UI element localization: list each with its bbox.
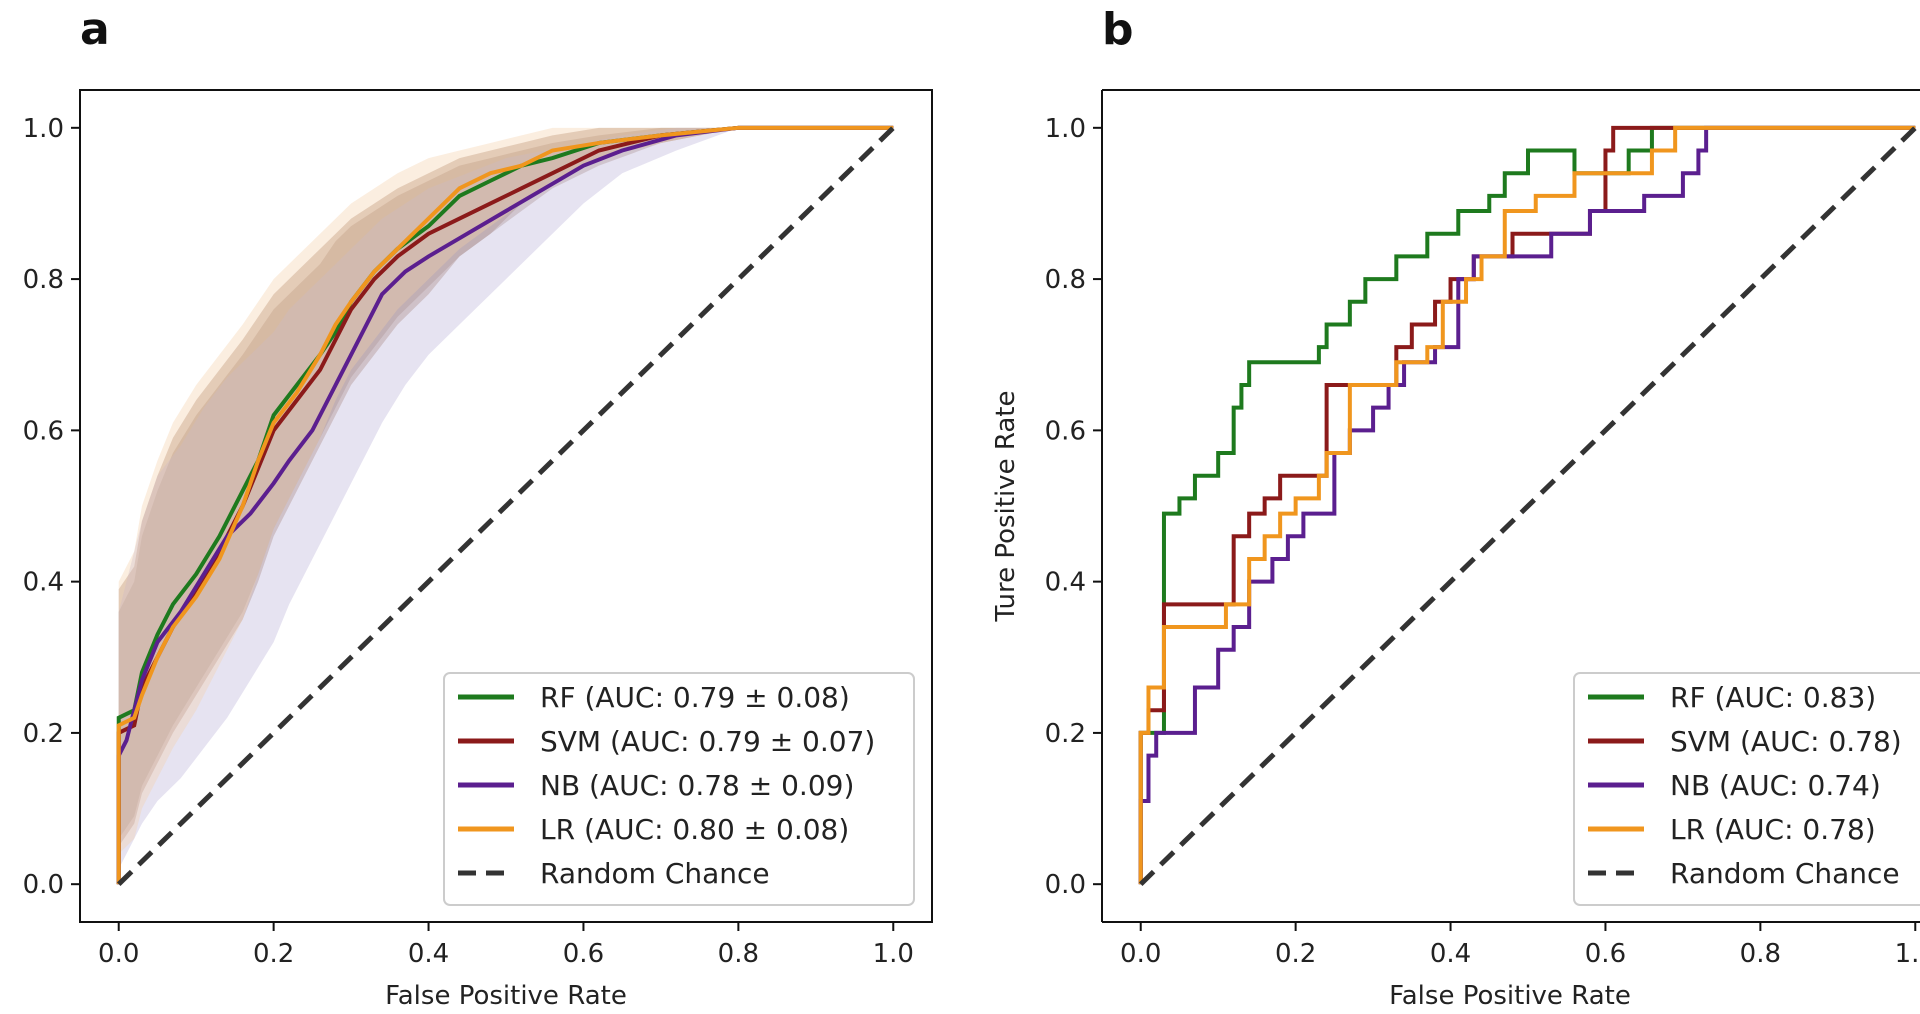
panel-a-y-ticks: 0.0 0.2 0.4 0.6 0.8 1.0 (23, 114, 80, 900)
b-y-tick-label: 1.0 (1045, 114, 1086, 144)
b-legend-label-lr: LR (AUC: 0.78) (1670, 813, 1876, 846)
b-line-lr (1138, 125, 1916, 885)
b-x-tick-label: 0.8 (1740, 939, 1781, 969)
b-x-tick-label: 1.0 (1895, 939, 1920, 969)
b-line-random-chance (1138, 126, 1918, 886)
b-y-tick-label: 0.6 (1045, 416, 1086, 446)
panel-a-label: a (80, 4, 110, 55)
a-y-tick-label: 0.0 (23, 870, 64, 900)
b-y-tick-label: 0.8 (1045, 265, 1086, 295)
b-y-tick-label: 0.0 (1045, 870, 1086, 900)
panel-a-series-lines (116, 125, 896, 886)
a-legend-label-nb: NB (AUC: 0.78 ± 0.09) (540, 769, 854, 802)
b-y-tick-label: 0.2 (1045, 719, 1086, 749)
a-x-tick-label: 0.0 (98, 939, 139, 969)
a-y-tick-label: 0.2 (23, 719, 64, 749)
b-legend-label-rf: RF (AUC: 0.83) (1670, 681, 1876, 714)
panel-a-x-ticks: 0.0 0.2 0.4 0.6 0.8 1.0 (98, 922, 914, 969)
panel-b-x-ticks: 0.0 0.2 0.4 0.6 0.8 1.0 (1120, 922, 1920, 969)
panel-a-roc-chart: a 0.0 0.2 0.4 0.6 0.8 1.0 0.00.20.40.60.81.0 … (23, 4, 933, 1011)
a-line-lr (116, 125, 894, 885)
a-x-tick-label: 0.6 (563, 939, 604, 969)
a-line-random-chance (116, 126, 896, 886)
a-x-tick-label: 0.8 (718, 939, 759, 969)
b-x-tick-label: 0.6 (1585, 939, 1626, 969)
panel-b-roc-chart: b 0.00.20.40.60.81.0 0.00.20.40.60.81.0 … (991, 4, 1920, 1011)
panel-a-confidence-bands (118, 127, 894, 885)
panel-b-legend: RF (AUC: 0.83) SVM (AUC: 0.78) NB (AUC: 0.… (1573, 672, 1920, 906)
panel-a-legend: RF (AUC: 0.79 ± 0.08) SVM (AUC: 0.79 ± 0.… (443, 672, 915, 906)
b-x-tick-label: 0.2 (1275, 939, 1316, 969)
a-y-tick-label: 0.8 (23, 265, 64, 295)
a-legend-label-random-chance: Random Chance (540, 857, 770, 890)
a-line-rf (116, 125, 894, 885)
b-legend-label-random-chance: Random Chance (1670, 857, 1900, 890)
a-x-tick-label: 0.4 (408, 939, 449, 969)
a-legend-label-svm: SVM (AUC: 0.79 ± 0.07) (540, 725, 875, 758)
a-y-tick-label: 1.0 (23, 114, 64, 144)
a-x-tick-label: 1.0 (873, 939, 914, 969)
panel-a-x-axis-label: False Positive Rate (385, 981, 627, 1011)
panel-b-x-axis-label: False Positive Rate (1389, 981, 1631, 1011)
a-legend-label-rf: RF (AUC: 0.79 ± 0.08) (540, 681, 850, 714)
a-y-tick-label: 0.4 (23, 568, 64, 598)
b-y-tick-label: 0.4 (1045, 568, 1086, 598)
a-x-tick-label: 0.2 (253, 939, 294, 969)
b-x-tick-label: 0.4 (1430, 939, 1471, 969)
panel-b-label: b (1102, 4, 1134, 55)
b-x-tick-label: 0.0 (1120, 939, 1161, 969)
a-y-tick-label: 0.6 (23, 416, 64, 446)
b-line-rf (1138, 125, 1916, 885)
a-legend-label-lr: LR (AUC: 0.80 ± 0.08) (540, 813, 849, 846)
b-legend-label-svm: SVM (AUC: 0.78) (1670, 725, 1902, 758)
panel-a-legend-box (443, 672, 915, 906)
b-line-nb (1138, 125, 1916, 885)
a-line-nb (116, 125, 894, 885)
panel-b-legend-box (1573, 672, 1920, 906)
a-band-lr (118, 127, 894, 885)
panel-b-y-ticks: 0.0 0.2 0.4 0.6 0.8 1.0 (1045, 114, 1102, 900)
a-band-rf (118, 127, 894, 885)
b-legend-label-nb: NB (AUC: 0.74) (1670, 769, 1881, 802)
a-band-nb (118, 127, 894, 885)
panel-a-plot-frame (79, 89, 933, 923)
panel-b-y-axis-label: Ture Positive Rate (991, 391, 1021, 623)
a-band-svm (118, 127, 894, 885)
panel-b-series-lines (1138, 125, 1918, 886)
